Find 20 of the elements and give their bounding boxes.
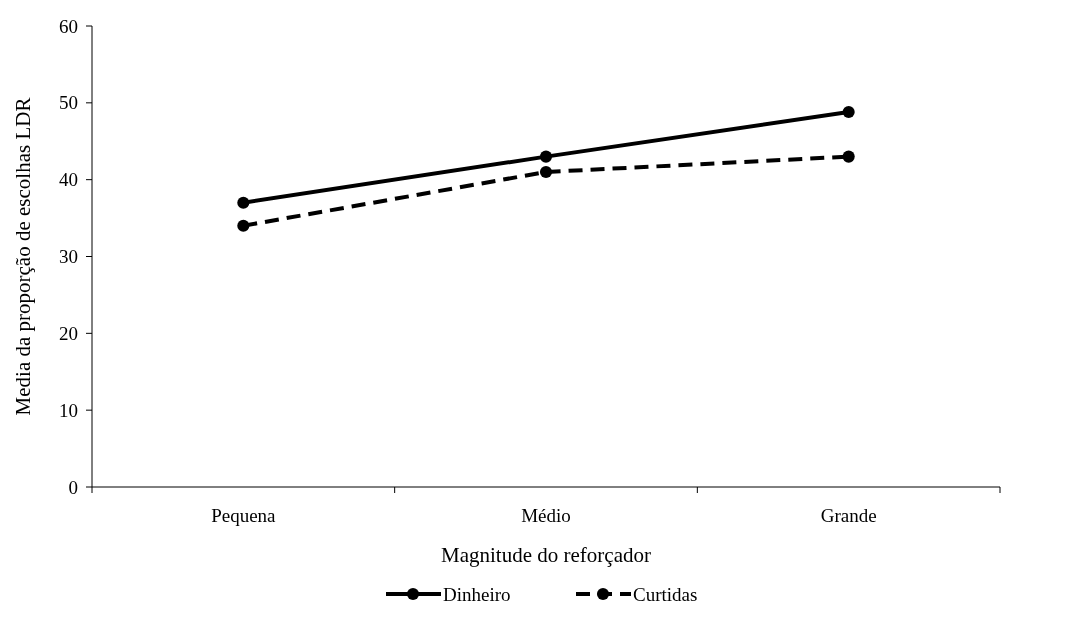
y-tick-label: 20 [59, 322, 78, 344]
y-tick-label: 50 [59, 92, 78, 114]
y-tick-label: 10 [59, 399, 78, 421]
point [237, 219, 250, 232]
point [237, 196, 250, 209]
legend-label: Dinheiro [443, 583, 511, 605]
point [539, 150, 553, 163]
x-tick-label: Médio [521, 505, 571, 526]
y-tick-label: 30 [59, 246, 78, 268]
x-tick-label: Grande [820, 505, 877, 526]
y-axis-title: Media da proporção de escolhas LDR [11, 97, 35, 416]
point [842, 106, 855, 119]
x-tick-label: Pequena [211, 505, 277, 526]
y-tick-label: 40 [59, 169, 78, 191]
point [539, 165, 553, 179]
y-tick-label: 0 [68, 476, 78, 498]
legend-label: Curtidas [633, 583, 698, 605]
y-tick-label: 60 [59, 15, 78, 37]
point [842, 150, 855, 163]
x-axis-title: Magnitude do reforçador [441, 543, 651, 567]
